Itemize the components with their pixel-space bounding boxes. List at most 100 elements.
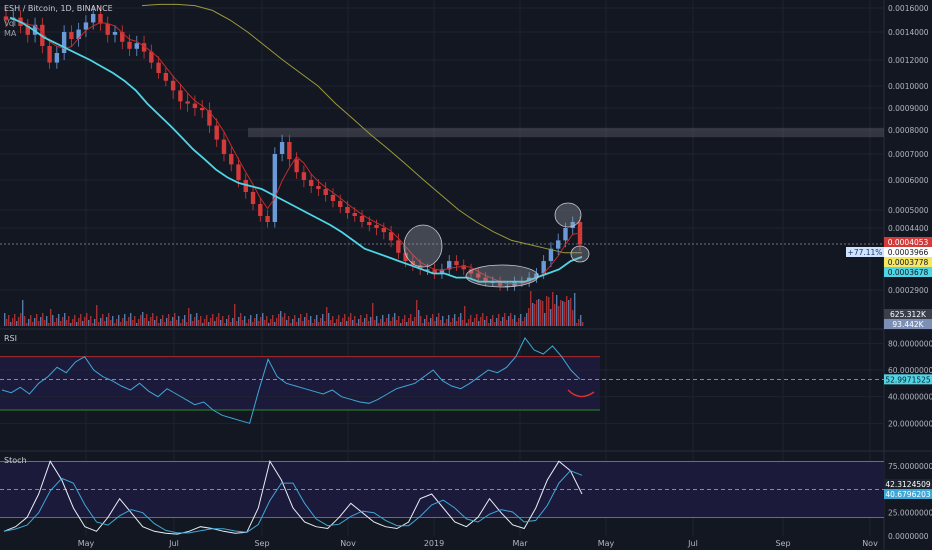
volume-bar bbox=[522, 321, 524, 326]
volume-bar bbox=[452, 318, 454, 326]
price-tag bbox=[884, 237, 932, 247]
volume-bar bbox=[10, 322, 12, 326]
volume-bar bbox=[382, 315, 384, 326]
candle-body bbox=[468, 269, 474, 274]
volume-bar bbox=[60, 321, 62, 326]
candle-body bbox=[294, 159, 299, 173]
candle-body bbox=[439, 269, 445, 274]
volume-bar bbox=[140, 315, 142, 326]
x-tick-label: Jul bbox=[168, 539, 179, 548]
volume-bar bbox=[224, 323, 226, 326]
volume-tag-label: 93.442K bbox=[892, 320, 924, 329]
volume-bar bbox=[340, 322, 342, 326]
volume-bar bbox=[572, 310, 574, 326]
volume-bar bbox=[12, 318, 14, 326]
volume-bar bbox=[414, 317, 416, 326]
volume-bar bbox=[34, 318, 36, 326]
volume-bar bbox=[580, 315, 582, 326]
candle-body bbox=[548, 248, 554, 262]
volume-bar bbox=[556, 295, 558, 326]
volume-bar bbox=[570, 298, 572, 326]
volume-indicator-label: Vol bbox=[4, 19, 16, 28]
candle-body bbox=[497, 281, 503, 286]
candle-body bbox=[570, 222, 575, 228]
candle-body bbox=[47, 46, 52, 63]
volume-bar bbox=[50, 309, 52, 326]
change-badge bbox=[846, 247, 884, 257]
volume-bar bbox=[282, 317, 284, 326]
volume-bar bbox=[204, 319, 206, 326]
candle-body bbox=[476, 273, 481, 278]
y-tick-label: 0.0004400 bbox=[888, 224, 929, 233]
volume-bar bbox=[130, 313, 132, 326]
y-tick-label: 0.0012000 bbox=[888, 56, 929, 65]
volume-bar bbox=[22, 300, 24, 326]
candle-body bbox=[308, 180, 314, 186]
volume-bar bbox=[332, 316, 334, 326]
candle-body bbox=[301, 172, 307, 180]
candle-body bbox=[105, 23, 110, 35]
volume-bar bbox=[88, 320, 90, 326]
volume-bar bbox=[360, 315, 362, 326]
change-badge-label: +77.11% bbox=[848, 248, 883, 257]
volume-bar bbox=[28, 319, 30, 326]
volume-bar bbox=[164, 322, 166, 326]
volume-bar bbox=[370, 317, 372, 326]
volume-bar bbox=[226, 319, 228, 326]
candle-body bbox=[265, 216, 270, 222]
volume-bar bbox=[552, 292, 554, 326]
volume-tag-label: 625.312K bbox=[890, 310, 927, 319]
volume-bar bbox=[500, 321, 502, 326]
volume-bar bbox=[318, 322, 320, 326]
volume-bar bbox=[294, 315, 296, 326]
y-tick-label: 60.0000000 bbox=[888, 366, 932, 375]
stoch-d-line bbox=[3, 470, 583, 534]
price-tag-label: 0.0003778 bbox=[888, 258, 929, 267]
volume-bar bbox=[70, 323, 72, 326]
volume-bar bbox=[546, 296, 548, 326]
rsi-value-label: 52.9971525 bbox=[885, 375, 931, 384]
volume-bar bbox=[66, 320, 68, 326]
volume-bar bbox=[404, 315, 406, 326]
volume-bar bbox=[266, 316, 268, 326]
annotation-curve bbox=[567, 389, 595, 398]
volume-bar bbox=[220, 320, 222, 326]
candle-body bbox=[461, 265, 466, 270]
volume-bar bbox=[38, 321, 40, 326]
volume-bar bbox=[112, 316, 114, 326]
volume-bar bbox=[440, 320, 442, 326]
volume-bar bbox=[480, 317, 482, 326]
volume-bar bbox=[470, 315, 472, 326]
volume-bar bbox=[308, 320, 310, 326]
volume-bar bbox=[20, 313, 22, 326]
candle-body bbox=[541, 261, 546, 274]
volume-bar bbox=[434, 321, 436, 326]
volume-bar bbox=[416, 300, 418, 326]
volume-bar bbox=[200, 316, 202, 326]
volume-bar bbox=[490, 319, 492, 326]
candle-body bbox=[192, 103, 198, 108]
volume-bar bbox=[16, 321, 18, 326]
candle-body bbox=[432, 269, 437, 274]
volume-bar bbox=[568, 300, 570, 326]
annotation-ellipse bbox=[554, 202, 582, 228]
candle-body bbox=[323, 189, 328, 195]
ma-mid-line bbox=[9, 16, 583, 283]
volume-bar bbox=[100, 318, 102, 326]
volume-bar bbox=[244, 316, 246, 326]
volume-bar bbox=[274, 322, 276, 326]
candle-body bbox=[54, 53, 60, 63]
candle-body bbox=[90, 14, 96, 23]
volume-bar bbox=[134, 316, 136, 326]
volume-bar bbox=[212, 314, 214, 326]
volume-bar bbox=[488, 323, 490, 326]
volume-bar bbox=[350, 313, 352, 326]
volume-bar bbox=[386, 318, 388, 326]
volume-bar bbox=[98, 322, 100, 326]
volume-bar bbox=[444, 323, 446, 326]
volume-bar bbox=[276, 318, 278, 326]
volume-bar bbox=[6, 319, 8, 326]
volume-bar bbox=[430, 318, 432, 326]
candle-body bbox=[272, 154, 278, 222]
